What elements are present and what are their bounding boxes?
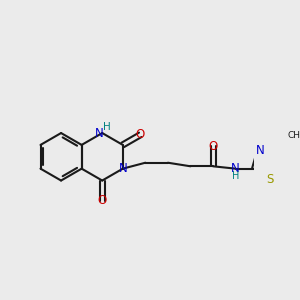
Text: H: H [103,122,110,132]
Text: N: N [95,127,104,140]
Text: O: O [98,194,107,207]
Text: CH₃: CH₃ [288,131,300,140]
Text: H: H [232,171,239,181]
Text: O: O [136,128,145,141]
Text: N: N [231,162,240,175]
Text: S: S [267,173,274,186]
Text: N: N [118,162,127,175]
Text: O: O [208,140,218,153]
Text: N: N [256,144,264,157]
